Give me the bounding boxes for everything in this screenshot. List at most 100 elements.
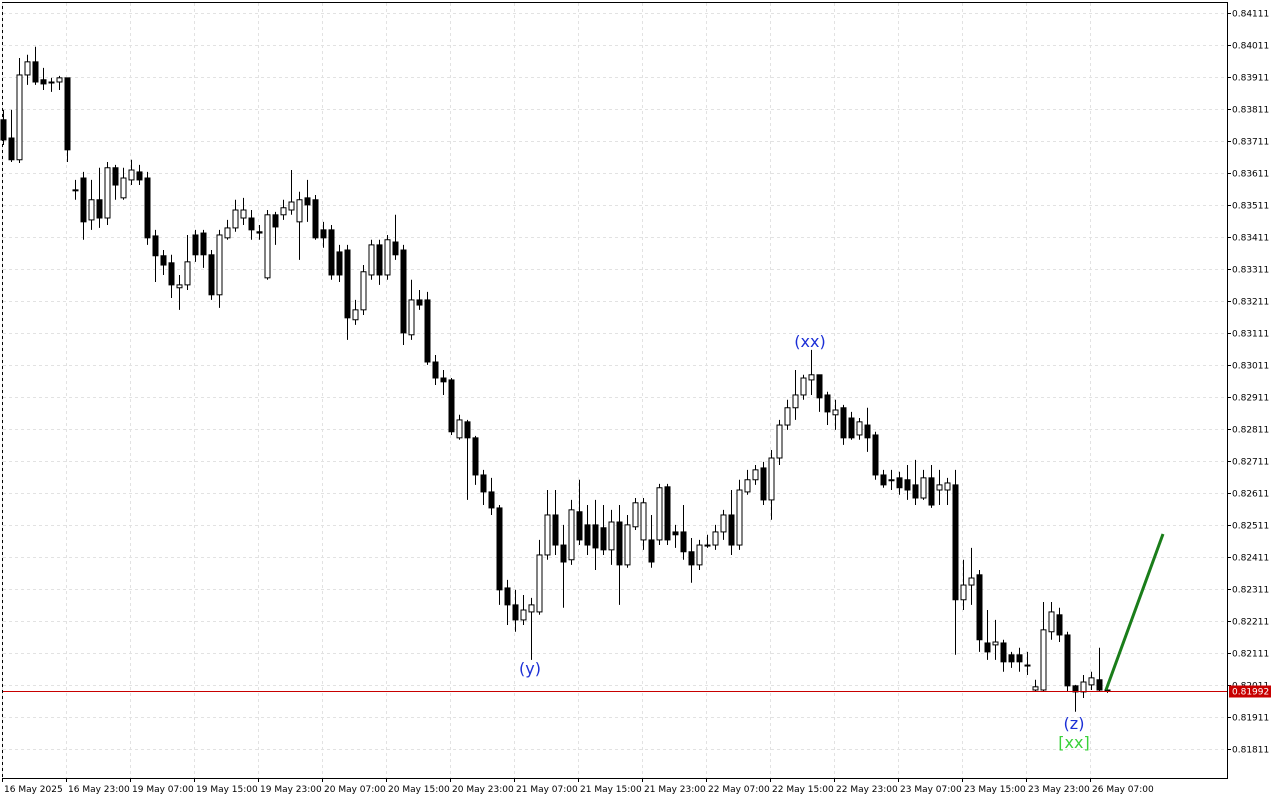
y-tick-label: 0.82111 bbox=[1232, 650, 1269, 660]
candle-body bbox=[744, 479, 751, 493]
candle-body bbox=[112, 167, 119, 186]
y-tick-label: 0.83111 bbox=[1232, 330, 1269, 340]
candle-body bbox=[640, 502, 647, 541]
y-tick-label: 0.82511 bbox=[1232, 522, 1269, 532]
y-tick-label: 0.82711 bbox=[1232, 458, 1269, 468]
candle-body bbox=[64, 77, 71, 151]
candle-body bbox=[424, 299, 431, 363]
wave-label: [xx] bbox=[1058, 733, 1089, 752]
candle-body bbox=[312, 199, 319, 239]
candle-body bbox=[1008, 654, 1015, 663]
candle-body bbox=[816, 374, 823, 399]
candle-body bbox=[736, 489, 743, 546]
candle-body bbox=[608, 521, 615, 551]
x-tick-label: 23 May 15:00 bbox=[964, 785, 1026, 795]
candle-body bbox=[480, 474, 487, 493]
candle-body bbox=[288, 201, 295, 211]
candle-body bbox=[280, 207, 287, 216]
candle-body bbox=[944, 482, 951, 491]
y-tick-label: 0.83011 bbox=[1232, 362, 1269, 372]
candle-body bbox=[336, 251, 343, 276]
y-tick-label: 0.82811 bbox=[1232, 426, 1269, 436]
y-tick-label: 0.84111 bbox=[1232, 10, 1269, 20]
y-tick-label: 0.82411 bbox=[1232, 554, 1269, 564]
candle-body bbox=[384, 239, 391, 276]
candle-body bbox=[1016, 654, 1023, 663]
candle-body bbox=[824, 394, 831, 413]
candle-body bbox=[520, 609, 527, 621]
candle-body bbox=[992, 641, 999, 646]
candle-body bbox=[840, 407, 847, 439]
candle-body bbox=[360, 271, 367, 311]
candle-body bbox=[760, 467, 767, 501]
y-tick-label: 0.83611 bbox=[1232, 170, 1269, 180]
x-tick-label: 20 May 15:00 bbox=[388, 785, 450, 795]
plot-frame bbox=[2, 2, 1228, 779]
wave-label: (y) bbox=[519, 659, 541, 678]
x-tick-label: 21 May 07:00 bbox=[516, 785, 578, 795]
candle-body bbox=[328, 229, 335, 276]
candle-body bbox=[216, 234, 223, 296]
candle-body bbox=[792, 394, 799, 409]
x-tick-label: 23 May 07:00 bbox=[900, 785, 962, 795]
candle-body bbox=[200, 232, 207, 256]
candle-body bbox=[752, 469, 759, 481]
candle-body bbox=[864, 424, 871, 439]
candle-body bbox=[88, 199, 95, 221]
candle-body bbox=[1096, 679, 1103, 691]
x-tick-label: 16 May 23:00 bbox=[68, 785, 130, 795]
candle-body bbox=[904, 479, 911, 491]
candle-body bbox=[256, 231, 263, 234]
y-tick-label: 0.81811 bbox=[1232, 746, 1269, 756]
candle-body bbox=[1048, 611, 1055, 633]
candle-body bbox=[664, 486, 671, 541]
candle-body bbox=[768, 457, 775, 501]
candle-body bbox=[912, 484, 919, 499]
candle-body bbox=[248, 217, 255, 231]
candles bbox=[0, 46, 1111, 712]
candle-body bbox=[552, 514, 559, 546]
candle-body bbox=[456, 419, 463, 439]
candle-body bbox=[984, 642, 991, 653]
candle-body bbox=[888, 479, 895, 482]
candle-body bbox=[848, 417, 855, 439]
candle-body bbox=[576, 511, 583, 541]
y-tick-label: 0.81911 bbox=[1232, 714, 1269, 724]
candle-body bbox=[712, 531, 719, 546]
x-tick-label: 20 May 07:00 bbox=[324, 785, 386, 795]
candle-body bbox=[80, 177, 87, 223]
x-tick-label: 21 May 15:00 bbox=[580, 785, 642, 795]
y-tick-label: 0.83711 bbox=[1232, 138, 1269, 148]
candle-body bbox=[376, 244, 383, 276]
candle-body bbox=[648, 539, 655, 563]
candle-body bbox=[704, 544, 711, 547]
candle-body bbox=[968, 577, 975, 586]
candle-body bbox=[512, 604, 519, 621]
x-tick-label: 19 May 15:00 bbox=[196, 785, 258, 795]
candle-body bbox=[880, 474, 887, 486]
candle-body bbox=[720, 514, 727, 533]
candle-body bbox=[48, 81, 55, 84]
candle-body bbox=[952, 484, 959, 601]
candle-body bbox=[96, 199, 103, 219]
grid bbox=[2, 3, 1227, 778]
candle-body bbox=[72, 189, 79, 192]
candle-body bbox=[504, 587, 511, 606]
candle-body bbox=[320, 229, 327, 239]
candle-body bbox=[1080, 681, 1087, 693]
candle-body bbox=[144, 177, 151, 239]
x-tick-label: 23 May 23:00 bbox=[1028, 785, 1090, 795]
axes: 0.84111 0.84011 0.83911 0.83811 0.83711 0.836… bbox=[2, 10, 1271, 795]
candle-body bbox=[16, 74, 23, 161]
candle-body bbox=[184, 261, 191, 286]
candle-body bbox=[624, 524, 631, 566]
candle-body bbox=[264, 214, 271, 279]
candle-body bbox=[104, 167, 111, 219]
candle-body bbox=[208, 254, 215, 296]
candle-body bbox=[40, 79, 47, 85]
y-tick-label: 0.84011 bbox=[1232, 42, 1269, 52]
candle-body bbox=[1088, 677, 1095, 686]
candle-body bbox=[544, 514, 551, 556]
candle-body bbox=[464, 421, 471, 439]
candle-body bbox=[240, 209, 247, 219]
